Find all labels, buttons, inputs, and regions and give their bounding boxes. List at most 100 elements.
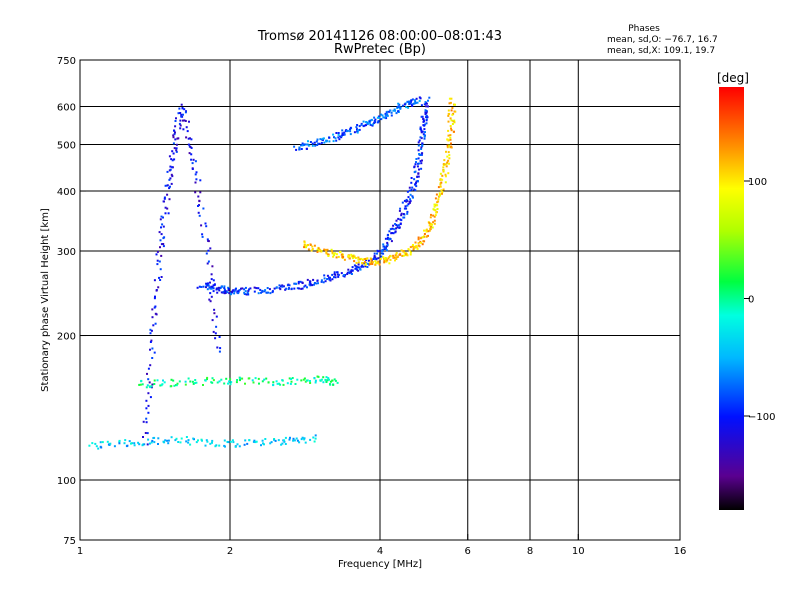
data-point (166, 439, 169, 442)
data-point (449, 134, 452, 137)
data-point (279, 288, 282, 291)
data-point (371, 124, 374, 127)
data-point (361, 264, 364, 267)
data-point (156, 250, 159, 253)
data-point (206, 284, 209, 287)
data-point (407, 248, 410, 251)
chart-subtitle: RwPretec (Bp) (334, 42, 426, 57)
data-point (292, 437, 295, 440)
data-point (403, 103, 406, 106)
data-point (149, 386, 152, 389)
phase-box-title: Phases (628, 24, 660, 34)
data-point (247, 289, 250, 292)
data-point (356, 266, 359, 268)
data-point (153, 297, 156, 300)
data-point (161, 383, 164, 386)
data-point (424, 123, 427, 126)
data-point (232, 289, 235, 292)
data-point (137, 441, 140, 444)
data-point (388, 238, 391, 241)
data-point (445, 165, 448, 168)
data-point (159, 279, 162, 281)
data-point (402, 213, 405, 215)
data-point (324, 248, 327, 251)
data-point (420, 162, 423, 165)
data-point (402, 254, 405, 257)
data-point (419, 128, 422, 131)
data-point (399, 253, 402, 256)
data-point (173, 158, 176, 161)
data-point (197, 195, 200, 198)
data-point (300, 148, 303, 150)
data-point (415, 97, 418, 100)
data-point (304, 284, 307, 287)
data-point (441, 192, 443, 195)
data-point (439, 172, 442, 175)
data-point (322, 381, 325, 384)
data-point (206, 378, 208, 381)
data-point (190, 158, 193, 161)
data-point (322, 137, 325, 140)
data-point (423, 134, 426, 137)
data-point (357, 261, 360, 264)
data-point (350, 273, 353, 275)
data-point (281, 285, 284, 288)
data-point (290, 380, 293, 383)
data-point (225, 290, 228, 293)
data-point (253, 290, 256, 293)
data-point (349, 128, 351, 131)
data-point (252, 381, 255, 384)
data-point (402, 250, 405, 252)
data-point (239, 379, 241, 382)
data-point (409, 193, 412, 196)
data-point (442, 166, 445, 169)
data-point (146, 443, 149, 446)
data-point (307, 248, 310, 251)
data-point (101, 441, 104, 444)
data-point (408, 103, 411, 106)
data-point (450, 109, 453, 112)
data-point (322, 281, 325, 284)
data-point (408, 101, 411, 104)
data-point (313, 282, 316, 284)
data-point (387, 237, 389, 240)
data-point (381, 114, 384, 117)
data-point (295, 437, 298, 440)
data-point (360, 257, 363, 260)
data-point (406, 100, 409, 103)
data-point (214, 332, 217, 335)
data-point (334, 137, 337, 140)
data-point (288, 438, 291, 441)
data-point (272, 381, 275, 384)
data-point (218, 350, 221, 353)
data-point (405, 207, 408, 210)
data-point (265, 291, 268, 294)
data-point (422, 133, 425, 136)
data-point (361, 262, 364, 264)
data-point (398, 103, 401, 106)
data-point (99, 441, 102, 444)
data-point (205, 252, 208, 255)
data-point (355, 265, 358, 268)
data-point (371, 261, 374, 264)
data-point (311, 142, 314, 145)
data-point (321, 137, 324, 140)
data-point (243, 443, 246, 446)
data-point (142, 420, 145, 423)
data-point (156, 263, 159, 266)
data-point (314, 144, 317, 147)
data-point (376, 252, 378, 255)
data-point (278, 284, 281, 287)
data-point (167, 439, 170, 442)
data-point (173, 384, 176, 387)
data-point (306, 286, 308, 289)
data-point (230, 381, 233, 384)
data-point (386, 241, 389, 244)
data-point (335, 253, 338, 256)
data-point (447, 129, 450, 132)
data-point (141, 444, 144, 447)
data-point (237, 292, 240, 295)
data-point (253, 286, 256, 289)
data-point (158, 276, 160, 279)
data-point (362, 120, 365, 123)
